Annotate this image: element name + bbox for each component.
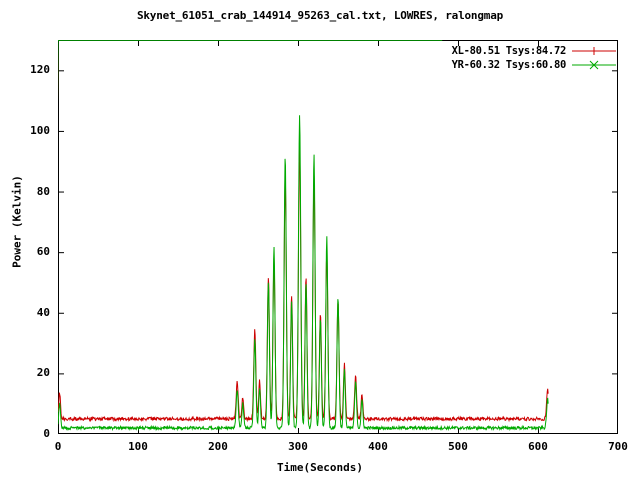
y-tick-label: 20 xyxy=(36,366,50,380)
y-tick-label: 120 xyxy=(30,63,50,77)
y-tick-label: 0 xyxy=(43,427,50,440)
legend-item-label: YR-60.32 Tsys:60.80 xyxy=(451,59,567,71)
x-tick-label: 300 xyxy=(288,440,308,453)
chart-legend: XL-80.51 Tsys:84.72 YR-60.32 Tsys:60.80 xyxy=(452,44,616,72)
x-tick-label: 700 xyxy=(608,440,628,453)
x-tick-label: 400 xyxy=(368,440,388,453)
y-tick-label: 60 xyxy=(36,245,50,259)
legend-item: YR-60.32 Tsys:60.80 xyxy=(452,58,616,72)
y-tick-label: 40 xyxy=(36,305,50,319)
x-tick-label: 0 xyxy=(54,440,62,453)
y-tick-label: 80 xyxy=(36,184,50,198)
legend-item-label: XL-80.51 Tsys:84.72 xyxy=(451,45,567,57)
series-xl xyxy=(58,40,549,423)
x-tick-label: 500 xyxy=(448,440,468,453)
x-axis-label: Time(Seconds) xyxy=(276,461,364,474)
x-tick-label: 200 xyxy=(208,440,228,453)
x-tick-label: 100 xyxy=(128,440,148,453)
chart-title: Skynet_61051_crab_144914_95263_cal.txt, … xyxy=(136,9,504,22)
legend-item: XL-80.51 Tsys:84.72 xyxy=(452,44,616,58)
plot-canvas xyxy=(58,40,618,434)
y-tick-label: 100 xyxy=(30,123,50,137)
x-tick-label: 600 xyxy=(528,440,548,453)
y-axis-label: Power (Kelvin) xyxy=(10,175,24,268)
series-yr xyxy=(58,40,549,432)
legend-plus-marker-icon xyxy=(572,47,616,55)
legend-cross-marker-icon xyxy=(572,60,616,70)
